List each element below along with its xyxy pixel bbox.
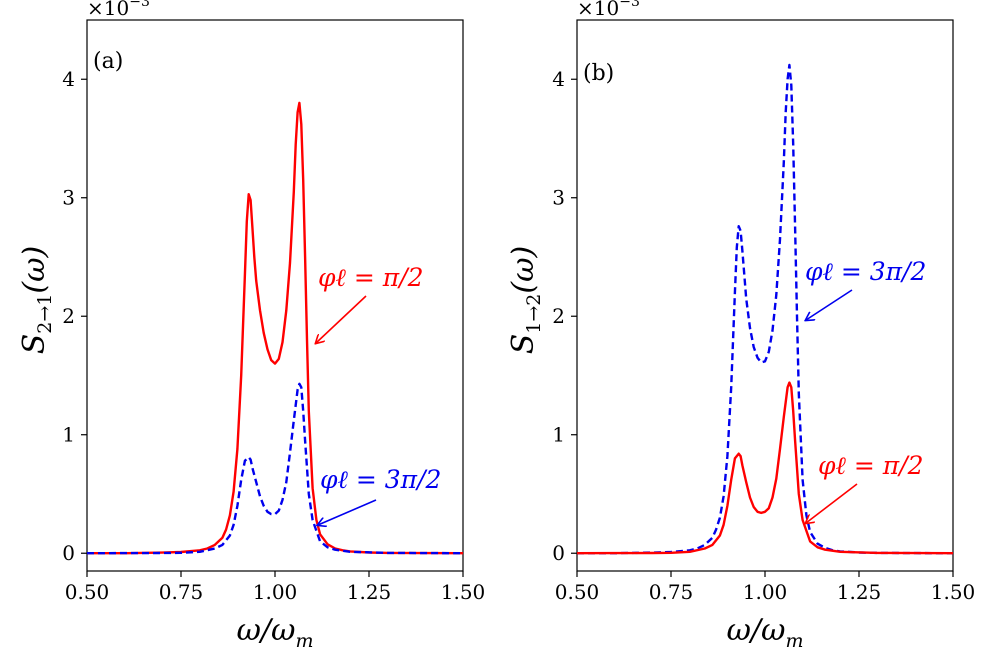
panel-a-ytick-label: 3 xyxy=(62,186,75,210)
panel-b-multiplier-exp: −3 xyxy=(619,0,640,10)
panel-b-ylabel: S1→2(ω) xyxy=(506,246,545,355)
panel-b-series-blue-dashed xyxy=(577,63,954,555)
panel-a-ytick-label: 4 xyxy=(62,67,75,91)
panel-a-ticks: 0.50 0.75 1.00 1.25 1.50 0 1 2 3 4 xyxy=(62,67,485,604)
panel-a-xlabel: ω/ωm xyxy=(236,613,313,652)
panel-b-multiplier: ×10−3 xyxy=(577,0,640,20)
panel-b-xtick-label: 0.50 xyxy=(555,580,600,604)
panel-b-xlabel: ω/ωm xyxy=(726,613,803,652)
panel-a-xlabel-main: ω/ω xyxy=(236,613,295,648)
panel-b-ytick-label: 2 xyxy=(552,304,565,328)
panel-a-multiplier: ×10−3 xyxy=(87,0,150,20)
panel-a-multiplier-base: ×10 xyxy=(87,0,129,20)
panel-b: 0.50 0.75 1.00 1.25 1.50 0 1 2 3 4 (b) ×10−3 S1→2… xyxy=(506,0,975,652)
panel-a-series xyxy=(86,101,464,555)
panel-b-xtick-label: 1.25 xyxy=(837,580,882,604)
panel-b-xtick-label: 1.50 xyxy=(931,580,976,604)
panel-b-ytick-label: 0 xyxy=(552,541,565,565)
panel-b-ytick-label: 3 xyxy=(552,186,565,210)
panel-a-multiplier-exp: −3 xyxy=(129,0,150,10)
panel-a-ylabel: S2→1(ω) xyxy=(17,246,56,355)
panel-a-xlabel-sub: m xyxy=(296,630,314,652)
panel-b-series-red-solid xyxy=(576,381,954,555)
panel-a-xtick-label: 0.75 xyxy=(159,580,204,604)
panel-a-xtick-label: 0.50 xyxy=(65,580,110,604)
panel-b-frame xyxy=(576,19,954,572)
panel-a-ylabel-tail: (ω) xyxy=(17,246,52,294)
panel-b-xtick-label: 1.00 xyxy=(743,580,788,604)
panel-a-xtick-label: 1.25 xyxy=(347,580,392,604)
panel-b-ticks: 0.50 0.75 1.00 1.25 1.50 0 1 2 3 4 xyxy=(552,67,975,604)
panel-a-xtick-label: 1.00 xyxy=(253,580,298,604)
panel-a-arrow-blue xyxy=(318,499,377,525)
panel-b-xlabel-main: ω/ω xyxy=(726,613,785,648)
panel-b-ylabel-sub: 1→2 xyxy=(523,294,545,334)
panel-b-label: (b) xyxy=(583,61,614,86)
panel-b-xlabel-sub: m xyxy=(786,630,804,652)
panel-b-arrow-blue xyxy=(806,289,853,320)
panel-b-ylabel-main: S xyxy=(506,334,541,355)
panel-b-annotation-blue: φℓ = 3π/2 xyxy=(805,257,926,286)
panel-a-annotation-red: φℓ = π/2 xyxy=(318,263,424,292)
panel-a-ylabel-sub: 2→1 xyxy=(34,294,56,334)
panel-a-xtick-label: 1.50 xyxy=(441,580,486,604)
panel-a-ytick-label: 2 xyxy=(62,304,75,328)
panel-b-ytick-label: 1 xyxy=(552,423,565,447)
panel-b-xtick-label: 0.75 xyxy=(649,580,694,604)
panel-a-series-red-solid xyxy=(87,101,464,555)
panel-b-multiplier-base: ×10 xyxy=(577,0,619,20)
panel-a-annotation-blue: φℓ = 3π/2 xyxy=(320,465,441,494)
panel-b-ytick-label: 4 xyxy=(552,67,565,91)
panel-b-series xyxy=(576,63,954,555)
panel-a-ylabel-main: S xyxy=(17,334,52,355)
panel-b-arrow-red xyxy=(806,483,858,523)
panel-a-ytick-label: 1 xyxy=(62,423,75,447)
panel-a: 0.50 0.75 1.00 1.25 1.50 0 1 2 3 4 (a) ×10−3 S2→1… xyxy=(17,0,485,652)
panel-b-annotation-red: φℓ = π/2 xyxy=(818,451,924,480)
panel-b-ylabel-tail: (ω) xyxy=(506,246,541,294)
panel-a-label: (a) xyxy=(93,49,123,74)
panel-a-arrow-red xyxy=(316,295,367,343)
panel-a-series-blue-dashed xyxy=(86,382,464,555)
panel-a-ytick-label: 0 xyxy=(62,541,75,565)
